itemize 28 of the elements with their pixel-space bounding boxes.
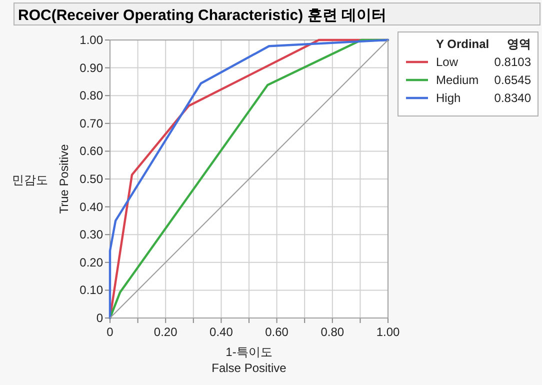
y-tick-label: 0.60 bbox=[80, 144, 104, 158]
text: 0.6545 bbox=[494, 73, 532, 87]
y-tick-label: 0.50 bbox=[80, 172, 104, 186]
legend-label: Medium bbox=[436, 73, 479, 87]
text: 0.8103 bbox=[494, 55, 532, 69]
legend-label: Low bbox=[436, 55, 458, 69]
chart-title: ROC(Receiver Operating Characteristic) 훈련 데이터 bbox=[18, 7, 386, 24]
x-tick-label: 0.80 bbox=[320, 325, 344, 339]
y-tick-label: 0.40 bbox=[80, 200, 104, 214]
y-tick-label: 0 bbox=[96, 311, 104, 325]
legend-title: Y Ordinal bbox=[436, 37, 490, 51]
y-axis-title: 민감도 True Positive bbox=[12, 144, 71, 214]
x-tick-label: 0.20 bbox=[154, 325, 178, 339]
x-tick-label: 0 bbox=[106, 325, 114, 339]
y-tick-label: 0.80 bbox=[80, 88, 104, 103]
y-tick-label: 0.10 bbox=[80, 283, 104, 298]
text: 영역 bbox=[507, 37, 531, 51]
legend-label: High bbox=[436, 91, 461, 105]
y-tick-label: 0.90 bbox=[80, 60, 104, 75]
x-tick-label: 0.40 bbox=[210, 325, 234, 339]
text: 0.8340 bbox=[494, 91, 532, 105]
x-tick-label: 0.60 bbox=[265, 325, 289, 339]
y-tick-label: 0.70 bbox=[80, 116, 104, 130]
x-axis-title: 1-특이도 False Positive bbox=[212, 345, 287, 375]
y-tick-label: 0.30 bbox=[80, 228, 104, 242]
y-tick-label: 0.20 bbox=[80, 255, 104, 270]
y-tick-label: 1.00 bbox=[80, 33, 104, 47]
x-tick-label: 1.00 bbox=[376, 325, 400, 339]
